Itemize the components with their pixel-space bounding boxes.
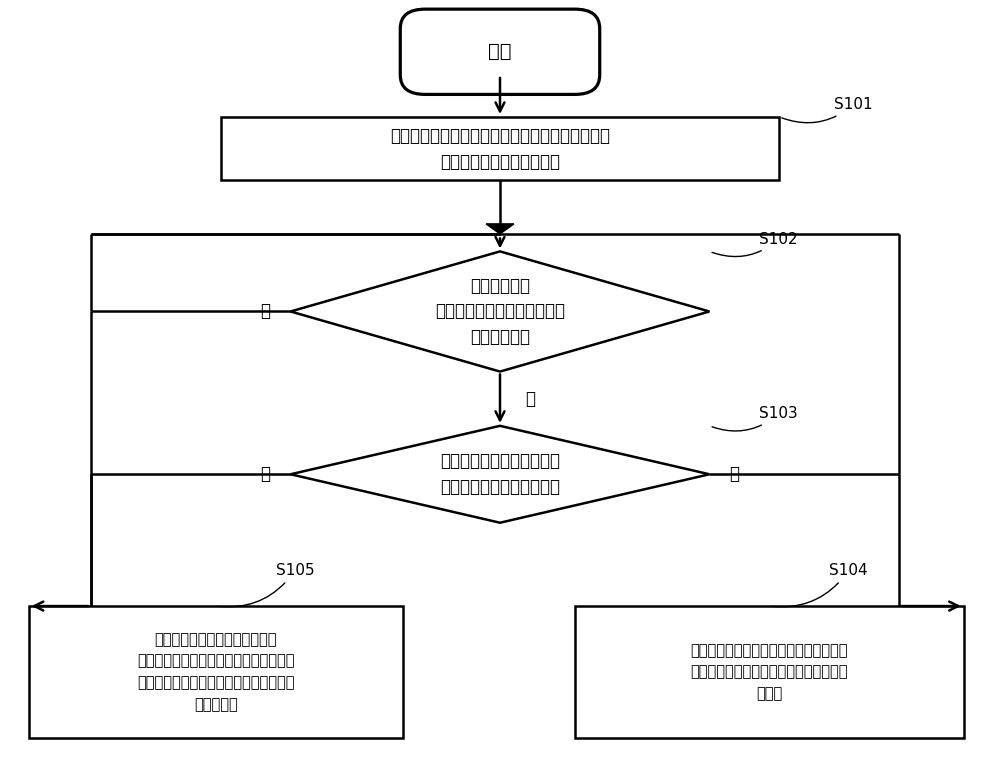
Bar	[29, 606, 403, 738]
Text: S101: S101	[782, 97, 873, 123]
Text: S105: S105	[219, 563, 314, 607]
Bar	[221, 117, 779, 180]
Text: 判断压缩机底部温度是否小
于等于预设的第二温度阈值: 判断压缩机底部温度是否小 于等于预设的第二温度阈值	[440, 453, 560, 496]
FancyBboxPatch shape	[400, 9, 600, 94]
Polygon shape	[291, 426, 709, 523]
Text: S102: S102	[712, 232, 798, 257]
Polygon shape	[291, 251, 709, 372]
Text: 根据压缩机的吸气过热度实际值
与预设的吸气过热度目标值的比较结果调
节电子膨胀阀的开度，以调整流入蒸发器
的冷媒流量: 根据压缩机的吸气过热度实际值 与预设的吸气过热度目标值的比较结果调 节电子膨胀阀…	[137, 632, 295, 712]
Text: S103: S103	[712, 406, 798, 431]
Text: 是: 是	[525, 390, 535, 408]
Text: S104: S104	[772, 563, 868, 607]
Polygon shape	[486, 224, 514, 234]
Text: 减小位于室外机中蒸发器冷媒入口侧的电
子膨胀阀的开度，以降低流入蒸发器的冷
媒流量: 减小位于室外机中蒸发器冷媒入口侧的电 子膨胀阀的开度，以降低流入蒸发器的冷 媒流…	[690, 643, 848, 701]
Bar	[575, 606, 964, 738]
Text: 开始: 开始	[488, 42, 512, 61]
Text: 在空调器制热模式下，实时检测空调器中室外机的
环境温度和压缩机底部温度: 在空调器制热模式下，实时检测空调器中室外机的 环境温度和压缩机底部温度	[390, 127, 610, 170]
Text: 是: 是	[729, 465, 739, 483]
Text: 判断室外机的
环境温度是否小于等于预设的
第一温度阈值: 判断室外机的 环境温度是否小于等于预设的 第一温度阈值	[435, 277, 565, 346]
Text: 否: 否	[261, 303, 271, 321]
Text: 否: 否	[261, 465, 271, 483]
